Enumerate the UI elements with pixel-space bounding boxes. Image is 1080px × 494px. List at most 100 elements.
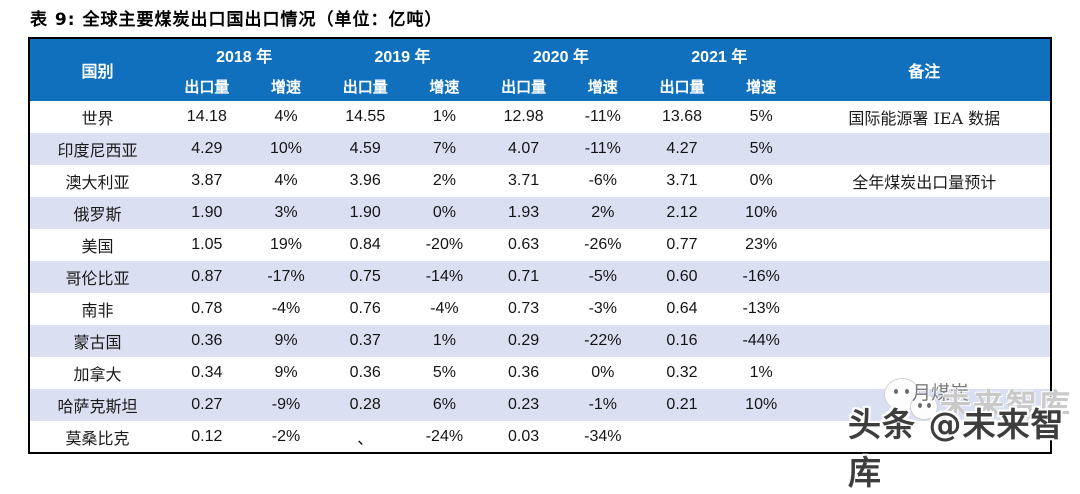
table-row: 澳大利亚 3.87 4% 3.96 2% 3.71 -6% 3.71 0% 全年… <box>29 165 1051 197</box>
export-2021-cell: 0.16 <box>640 325 724 357</box>
growth-2019-cell: 2% <box>432 172 456 189</box>
growth-2019-cell: 1% <box>407 325 482 357</box>
growth-2021-cell: 5% <box>749 108 773 125</box>
subheader-export-2021: 出口量 <box>640 71 724 101</box>
growth-2020-cell: -11% <box>565 133 641 165</box>
growth-2021-cell: -13% <box>742 300 780 317</box>
table-row: 哥伦比亚 0.87 -17% 0.75 -14% 0.71 -5% 0.60 -… <box>29 261 1051 293</box>
remark-cell <box>798 261 1051 293</box>
table-row: 加拿大 0.34 9% 0.36 5% 0.36 0% 0.32 1% <box>29 357 1051 389</box>
growth-2021-cell: 10% <box>723 197 799 229</box>
page-title: 表 9: 全球主要煤炭出口国出口情况（单位：亿吨） <box>30 10 443 30</box>
table-row: 俄罗斯 1.90 3% 1.90 0% 1.93 2% 2.12 10% <box>29 197 1051 229</box>
country-cell: 澳大利亚 <box>65 173 130 192</box>
growth-2019-cell: 6% <box>407 389 482 421</box>
growth-2019-cell: 5% <box>432 364 456 381</box>
growth-2019-cell: -14% <box>407 261 482 293</box>
remark-cell <box>798 389 1051 421</box>
export-2019-cell: 0.76 <box>349 300 381 317</box>
export-2018-cell: 1.05 <box>191 236 223 253</box>
subheader-growth-2018: 增速 <box>248 71 324 101</box>
growth-2019-cell: -4% <box>430 300 459 317</box>
export-2018-cell: 4.29 <box>164 133 249 165</box>
export-2021-cell: 0.32 <box>666 364 698 381</box>
column-header-remark: 备注 <box>798 38 1051 101</box>
table-row: 莫桑比克 0.12 -2% 、 -24% 0.03 -34% <box>29 421 1051 453</box>
country-cell: 哥伦比亚 <box>29 261 165 293</box>
export-2019-cell: 0.36 <box>349 364 381 381</box>
export-2020-cell: 0.63 <box>508 236 540 253</box>
export-2020-cell: 0.29 <box>481 325 566 357</box>
export-2021-cell: 0.64 <box>666 300 698 317</box>
growth-2018-cell: 9% <box>248 325 324 357</box>
column-header-year-2020: 2020 年 <box>481 38 641 71</box>
export-2018-cell: 0.36 <box>164 325 249 357</box>
table-row: 哈萨克斯坦 0.27 -9% 0.28 6% 0.23 -1% 0.21 10% <box>29 389 1051 421</box>
export-2021-cell: 2.12 <box>640 197 724 229</box>
export-2021-cell: 3.71 <box>666 172 698 189</box>
growth-2021-cell: -44% <box>723 325 799 357</box>
export-2019-cell: 、 <box>357 430 374 448</box>
export-2019-cell: 0.75 <box>323 261 408 293</box>
coal-export-table: 国别 2018 年 2019 年 2020 年 2021 年 备注 出口量 增速… <box>28 37 1052 454</box>
country-cell: 印度尼西亚 <box>29 133 165 165</box>
table-header: 国别 2018 年 2019 年 2020 年 2021 年 备注 出口量 增速… <box>29 38 1051 101</box>
export-2019-cell: 14.55 <box>345 108 386 125</box>
country-cell: 加拿大 <box>73 365 122 384</box>
growth-2020-cell: -1% <box>565 389 641 421</box>
table-row: 蒙古国 0.36 9% 0.37 1% 0.29 -22% 0.16 -44% <box>29 325 1051 357</box>
export-2021-cell: 0.77 <box>666 236 698 253</box>
growth-2020-cell: -26% <box>584 236 622 253</box>
export-2019-cell: 0.37 <box>323 325 408 357</box>
growth-2018-cell: -4% <box>271 300 301 317</box>
country-cell: 哈萨克斯坦 <box>29 389 165 421</box>
remark-cell <box>798 357 1051 389</box>
growth-2019-cell: 0% <box>407 197 482 229</box>
column-header-year-2018: 2018 年 <box>164 38 324 71</box>
export-2019-cell: 1.90 <box>323 197 408 229</box>
remark-cell <box>798 133 1051 165</box>
export-2018-cell: 0.87 <box>164 261 249 293</box>
growth-2021-cell: 5% <box>723 133 799 165</box>
export-2021-cell: 0.60 <box>640 261 724 293</box>
export-2020-cell: 0.23 <box>481 389 566 421</box>
export-2018-cell: 0.27 <box>164 389 249 421</box>
growth-2020-cell: -34% <box>584 427 622 445</box>
export-2021-cell: 4.27 <box>640 133 724 165</box>
growth-2020-cell: -3% <box>588 300 618 317</box>
country-cell: 南非 <box>81 301 114 320</box>
growth-2018-cell: -2% <box>271 427 301 445</box>
growth-2021-cell: 1% <box>749 364 773 381</box>
growth-2020-cell: -22% <box>565 325 641 357</box>
growth-2018-cell: 4% <box>274 108 298 125</box>
remark-cell <box>798 325 1051 357</box>
export-2019-cell: 4.59 <box>323 133 408 165</box>
growth-2018-cell: 10% <box>248 133 324 165</box>
remark-cell <box>798 197 1051 229</box>
export-2021-cell: 13.68 <box>661 108 703 125</box>
growth-2021-cell <box>724 421 799 453</box>
country-cell: 俄罗斯 <box>29 197 165 229</box>
table-row: 南非 0.78 -4% 0.76 -4% 0.73 -3% 0.64 -13% <box>29 293 1051 325</box>
remark-cell <box>798 293 1051 325</box>
growth-2018-cell: 4% <box>274 172 298 189</box>
growth-2018-cell: 19% <box>270 236 303 253</box>
growth-2019-cell: -20% <box>425 236 464 253</box>
remark-cell: 全年煤炭出口量预计 <box>852 173 997 192</box>
table-row: 世界 14.18 4% 14.55 1% 12.98 -11% 13.68 5%… <box>29 101 1051 133</box>
growth-2019-cell: -24% <box>425 427 464 445</box>
column-header-year-2019: 2019 年 <box>323 38 482 71</box>
export-2018-cell: 3.87 <box>191 172 223 189</box>
export-2021-cell <box>640 421 724 453</box>
subheader-growth-2020: 增速 <box>565 71 641 101</box>
column-header-country: 国别 <box>29 38 165 101</box>
growth-2019-cell: 1% <box>432 108 456 125</box>
remark-cell <box>798 421 1051 453</box>
country-cell: 世界 <box>81 109 114 128</box>
export-2018-cell: 0.34 <box>191 364 223 381</box>
column-header-year-2021: 2021 年 <box>640 38 799 71</box>
growth-2020-cell: 0% <box>591 364 615 381</box>
growth-2021-cell: 0% <box>749 172 773 189</box>
growth-2021-cell: 10% <box>723 389 799 421</box>
remark-cell: 国际能源署 IEA 数据 <box>848 109 1001 128</box>
